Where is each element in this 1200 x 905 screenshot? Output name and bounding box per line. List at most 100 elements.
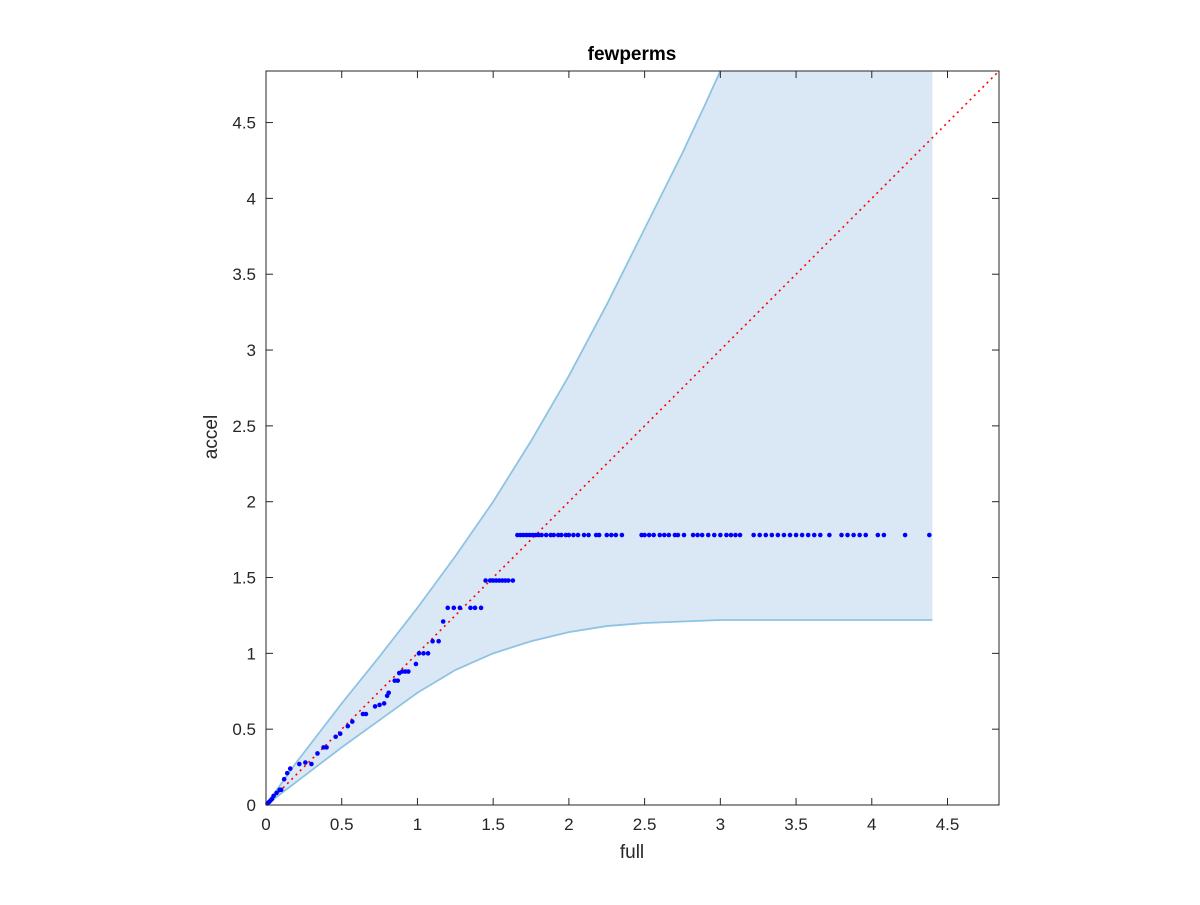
data-point bbox=[769, 532, 775, 538]
data-point bbox=[436, 638, 441, 644]
data-point bbox=[451, 605, 457, 611]
data-point bbox=[604, 532, 610, 538]
data-point bbox=[613, 532, 619, 538]
data-point bbox=[927, 532, 932, 538]
data-point bbox=[324, 745, 329, 750]
data-point bbox=[763, 532, 769, 538]
data-point bbox=[875, 532, 881, 538]
data-point bbox=[315, 751, 320, 756]
x-tick-label: 1 bbox=[413, 815, 422, 834]
data-point bbox=[799, 532, 805, 538]
data-point bbox=[421, 651, 426, 656]
data-point bbox=[483, 578, 488, 583]
data-point bbox=[309, 761, 314, 767]
identity-reference-line bbox=[265, 70, 1000, 806]
x-axis-label: full bbox=[620, 842, 644, 863]
y-axis-label: accel bbox=[201, 415, 222, 459]
data-point bbox=[386, 690, 391, 696]
data-point bbox=[345, 723, 351, 729]
y-tick-label: 4 bbox=[247, 189, 256, 208]
data-point bbox=[363, 711, 369, 717]
data-point bbox=[395, 678, 401, 683]
data-point bbox=[445, 605, 451, 611]
data-point bbox=[845, 532, 850, 538]
data-point bbox=[440, 619, 446, 624]
data-point bbox=[863, 532, 869, 538]
data-point bbox=[350, 719, 355, 724]
x-tick-label: 2.5 bbox=[633, 815, 657, 834]
data-point bbox=[284, 770, 290, 776]
data-point bbox=[775, 532, 781, 538]
data-point bbox=[695, 532, 700, 538]
data-point bbox=[472, 605, 478, 611]
band-upper-edge bbox=[265, 70, 722, 806]
data-point bbox=[751, 532, 756, 538]
data-point bbox=[675, 532, 681, 538]
x-tick-label: 0 bbox=[261, 815, 270, 834]
data-point bbox=[333, 734, 338, 740]
data-point bbox=[690, 532, 696, 538]
data-point bbox=[506, 578, 511, 583]
x-tick-label: 3 bbox=[716, 815, 725, 834]
x-tick-label: 4 bbox=[867, 815, 876, 834]
data-point bbox=[430, 638, 435, 644]
y-tick-label: 0.5 bbox=[232, 720, 256, 739]
data-point bbox=[857, 532, 862, 538]
data-point bbox=[287, 766, 293, 771]
data-point bbox=[543, 532, 549, 538]
data-point bbox=[381, 701, 387, 706]
axes-box bbox=[265, 70, 1000, 806]
y-tick-label: 1 bbox=[247, 644, 256, 663]
data-point bbox=[733, 532, 738, 538]
data-point bbox=[805, 532, 811, 538]
data-point bbox=[817, 532, 823, 538]
y-tick-label: 3.5 bbox=[232, 265, 256, 284]
data-point bbox=[281, 776, 287, 782]
data-point bbox=[478, 605, 484, 611]
data-point bbox=[406, 669, 411, 674]
data-point bbox=[510, 578, 516, 583]
data-point bbox=[851, 532, 856, 538]
y-tick-label: 3 bbox=[247, 341, 256, 360]
data-point bbox=[699, 532, 705, 538]
data-point bbox=[718, 532, 723, 538]
y-tick-label: 1.5 bbox=[232, 569, 256, 588]
data-point bbox=[902, 532, 908, 538]
x-tick-label: 0.5 bbox=[330, 815, 354, 834]
band-lower-edge bbox=[265, 619, 933, 806]
data-point bbox=[274, 790, 279, 796]
data-point bbox=[619, 532, 625, 538]
data-point bbox=[657, 532, 663, 538]
data-point bbox=[651, 532, 657, 538]
data-point bbox=[571, 532, 576, 538]
data-point bbox=[303, 760, 308, 765]
data-point bbox=[337, 731, 343, 737]
y-tick-label: 2 bbox=[247, 493, 256, 512]
data-point bbox=[839, 532, 844, 538]
data-point bbox=[539, 532, 544, 538]
data-point bbox=[646, 532, 652, 538]
data-point bbox=[377, 702, 382, 708]
x-tick-label: 3.5 bbox=[784, 815, 808, 834]
data-point bbox=[425, 651, 431, 656]
data-point bbox=[559, 532, 564, 538]
data-point bbox=[416, 651, 422, 656]
data-point bbox=[596, 532, 602, 538]
data-point bbox=[278, 787, 284, 793]
data-point bbox=[468, 605, 473, 611]
data-point bbox=[581, 532, 587, 538]
data-point bbox=[757, 532, 763, 538]
data-point bbox=[586, 532, 591, 538]
data-point bbox=[827, 532, 832, 538]
data-point bbox=[793, 532, 799, 538]
data-point bbox=[711, 532, 717, 538]
data-point bbox=[642, 532, 647, 538]
data-point bbox=[787, 532, 793, 538]
data-point bbox=[457, 605, 463, 611]
data-point bbox=[811, 532, 817, 538]
data-point bbox=[737, 532, 743, 538]
data-point bbox=[566, 532, 572, 538]
data-point bbox=[728, 532, 734, 538]
data-point bbox=[551, 532, 557, 538]
